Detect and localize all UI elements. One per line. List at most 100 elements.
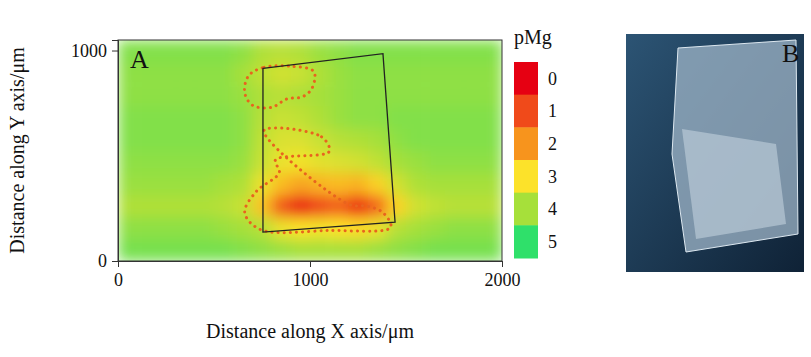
tick-label: 1000: [293, 270, 329, 290]
heatmap-cell: [406, 84, 426, 107]
heatmap-cell: [464, 195, 484, 218]
heatmap-cell: [368, 40, 388, 63]
heatmap-cell: [483, 173, 502, 196]
heatmap-cell: [348, 151, 368, 174]
heatmap-cell: [252, 195, 272, 218]
heatmap-cell: [483, 151, 502, 174]
heatmap-cell: [406, 40, 426, 63]
heatmap-cell: [348, 40, 368, 63]
heatmap-cell: [483, 40, 502, 63]
heatmap-cell: [425, 106, 445, 129]
tick-label: 0: [114, 270, 123, 290]
heatmap-cell: [252, 84, 272, 107]
heatmap-cell: [444, 239, 464, 261]
heatmap-cell: [272, 106, 292, 129]
heatmap-cell: [156, 84, 176, 107]
heatmap-cell: [195, 128, 215, 151]
colorbar-swatch: [514, 225, 538, 258]
heatmap-cell: [176, 62, 196, 85]
heatmap-cell: [176, 128, 196, 151]
tick-mark: [112, 261, 118, 262]
tick-label: 2000: [485, 270, 521, 290]
heatmap-cell: [118, 151, 138, 174]
heatmap-cell: [348, 62, 368, 85]
heatmap-cell: [195, 84, 215, 107]
heatmap-cell: [406, 62, 426, 85]
heatmap-cell: [329, 62, 349, 85]
heatmap-cell: [156, 128, 176, 151]
colorbar-tick-label: 4: [548, 199, 557, 219]
colorbar-tick-label: 3: [548, 167, 557, 187]
heatmap-cell: [348, 239, 368, 261]
heatmap-cell: [156, 217, 176, 240]
heatmap-cell: [233, 151, 253, 174]
heatmap-cell: [444, 128, 464, 151]
heatmap-cell: [406, 151, 426, 174]
plot-area: [118, 40, 502, 261]
heatmap-cell: [425, 84, 445, 107]
axis-x: 0 1000 2000: [114, 261, 521, 290]
photo-crystal: [672, 40, 798, 252]
heatmap-cell: [137, 239, 157, 261]
photo-background: [626, 34, 804, 272]
colorbar-title: pMg: [514, 26, 552, 49]
heatmap-cell: [195, 217, 215, 240]
heatmap-cell: [444, 106, 464, 129]
heatmap-cell: [329, 106, 349, 129]
colorbar-swatch: [514, 127, 538, 160]
heatmap-cell: [176, 151, 196, 174]
heatmap-cell: [252, 239, 272, 261]
heatmap-cell: [176, 217, 196, 240]
region-contour: [245, 128, 391, 233]
heatmap-cell: [272, 195, 292, 218]
heatmap-cell: [137, 217, 157, 240]
heatmap-cell: [387, 217, 407, 240]
heatmap-cell: [195, 40, 215, 63]
heatmap-cell: [483, 195, 502, 218]
heatmap-cell: [176, 106, 196, 129]
heatmap-cell: [233, 84, 253, 107]
heatmap-cell: [425, 239, 445, 261]
heatmap-cell: [214, 128, 234, 151]
heatmap-cell: [329, 128, 349, 151]
heatmap-cell: [195, 151, 215, 174]
axis-y: 01000: [71, 41, 119, 272]
heatmap-cell: [195, 173, 215, 196]
heatmap-cell: [272, 128, 292, 151]
heatmap-cell: [137, 84, 157, 107]
heatmap-cell: [406, 173, 426, 196]
heatmap-cell: [483, 217, 502, 240]
heatmap-cell: [195, 195, 215, 218]
heatmap-cell: [444, 62, 464, 85]
colorbar-swatch: [514, 193, 538, 226]
tick: 2000: [485, 261, 521, 290]
heatmap-cell: [156, 151, 176, 174]
heatmap-cell: [368, 151, 388, 174]
heatmap-cell: [214, 106, 234, 129]
heatmap-cell: [387, 239, 407, 261]
heatmap-cell: [214, 62, 234, 85]
panel-label: A: [130, 45, 149, 74]
heatmap-cell: [156, 40, 176, 63]
heatmap-cell: [272, 173, 292, 196]
heatmap-cell: [348, 106, 368, 129]
heatmap-cell: [444, 173, 464, 196]
heatmap-cell: [214, 84, 234, 107]
heatmap-cell: [329, 173, 349, 196]
heatmap-cell: [137, 195, 157, 218]
axis-line: [112, 41, 119, 262]
heatmap-cell: [291, 217, 311, 240]
colorbar-swatch: [514, 95, 538, 128]
heatmap-cell: [233, 106, 253, 129]
heatmap-cell: [310, 106, 330, 129]
heatmap-cell: [368, 239, 388, 261]
heatmap-cell: [156, 106, 176, 129]
colorbar-tick-label: 0: [548, 69, 557, 89]
heatmap-cell: [329, 239, 349, 261]
heatmap-cell: [252, 217, 272, 240]
heatmap-cell: [444, 217, 464, 240]
heatmap-cell: [291, 106, 311, 129]
panel-label: B: [782, 39, 799, 68]
heatmap-cell: [176, 173, 196, 196]
heatmap-cell: [464, 40, 484, 63]
